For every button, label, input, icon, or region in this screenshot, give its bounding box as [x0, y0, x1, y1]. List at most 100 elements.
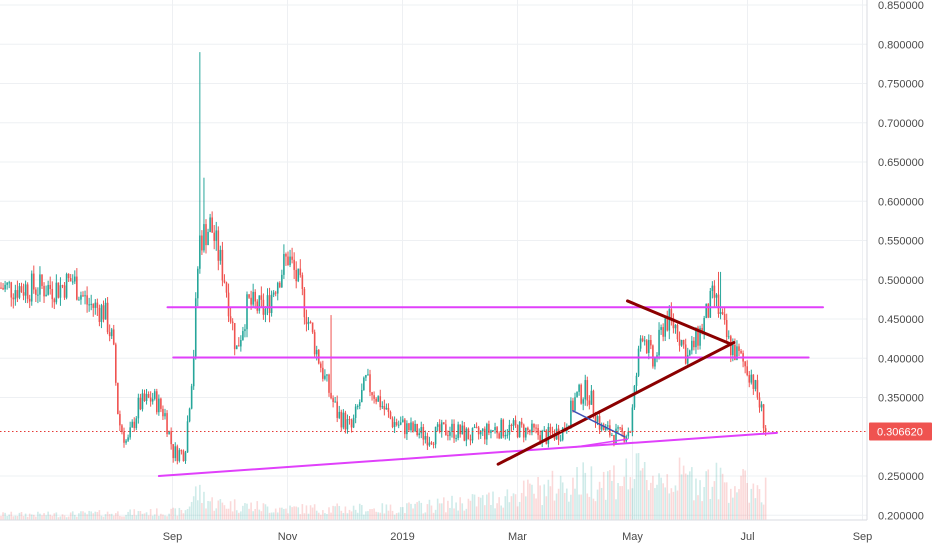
candle-body	[408, 423, 410, 431]
volume-bar	[176, 515, 179, 520]
volume-bar	[676, 490, 679, 520]
candle-body	[443, 422, 445, 425]
y-tick-label: 0.350000	[878, 393, 924, 405]
volume-bar	[393, 514, 396, 520]
candle-body	[375, 398, 377, 402]
candle-body	[176, 446, 179, 461]
volume-bar	[86, 514, 88, 520]
volume-bar	[553, 500, 556, 520]
candle-body	[475, 426, 478, 428]
volume-bar	[184, 510, 187, 520]
volume-bar	[293, 506, 295, 520]
volume-bar	[311, 507, 314, 520]
y-tick-label: 0.700000	[878, 118, 924, 130]
candle-body	[18, 286, 21, 298]
volume-bar	[59, 516, 62, 520]
volume-bar	[260, 511, 263, 520]
candle-body	[328, 374, 330, 393]
candle-body	[734, 344, 736, 360]
volume-bar	[180, 509, 183, 520]
volume-bar	[693, 500, 695, 520]
volume-bar	[504, 496, 507, 520]
candle-body	[619, 427, 621, 429]
candle-body	[522, 424, 525, 438]
small-wedge-upper[interactable]	[572, 410, 626, 438]
candle-body	[156, 391, 158, 413]
volume-bar	[346, 513, 349, 520]
volume-bar	[8, 514, 10, 520]
volume-bar	[320, 514, 322, 520]
volume-bar	[512, 493, 515, 520]
candle-body	[531, 423, 533, 433]
triangle-ascending-line[interactable]	[496, 341, 736, 466]
candle-body	[229, 316, 232, 322]
volume-bar	[20, 511, 23, 520]
x-tick-label: 2019	[390, 531, 414, 543]
candle-body	[520, 421, 523, 425]
volume-bar	[713, 481, 716, 520]
candle-body	[110, 329, 113, 337]
candle-body	[406, 423, 408, 435]
volume-bar	[317, 512, 320, 520]
candle-body	[412, 422, 414, 432]
price-axis[interactable]: 0.850000 0.800000 0.750000 0.700000 0.650000…	[866, 0, 924, 522]
volume-bar	[430, 505, 433, 520]
volume-bar	[467, 498, 470, 520]
volume-bar	[254, 508, 256, 520]
volume-bar	[37, 511, 39, 520]
time-axis[interactable]: Sep Nov 2019 Mar May Jul Sep	[0, 519, 872, 543]
volume-bar	[78, 513, 80, 520]
candle-body	[754, 380, 757, 389]
volume-bar	[43, 513, 45, 520]
candle-body	[518, 421, 521, 438]
volume-bar	[658, 473, 660, 520]
volume-bar	[762, 504, 765, 520]
support-trendline[interactable]	[157, 431, 778, 477]
candle-body	[303, 288, 306, 318]
candle-body	[233, 323, 236, 350]
volume-bar	[268, 512, 271, 520]
volume-bar	[6, 516, 8, 520]
candle-body	[498, 433, 500, 439]
candle-body	[96, 302, 99, 308]
volume-bar	[258, 509, 261, 520]
volume-bar	[141, 513, 144, 520]
volume-bar	[35, 516, 37, 520]
small-wedge-lower[interactable]	[575, 438, 629, 448]
candle-body	[529, 430, 531, 433]
triangle-descending-line[interactable]	[626, 299, 733, 346]
volume-bar	[28, 513, 31, 520]
candle-body	[609, 425, 611, 436]
candle-body	[342, 412, 345, 428]
volume-bar	[205, 508, 207, 520]
volume-bar	[168, 513, 170, 520]
candle-body	[235, 345, 238, 350]
volume-bar	[192, 496, 195, 520]
volume-bar	[371, 509, 373, 520]
candle-body	[607, 425, 609, 427]
volume-bar	[490, 505, 492, 520]
candle-body	[467, 428, 470, 440]
volume-bar	[754, 498, 757, 520]
volume-bar	[305, 505, 308, 520]
candle-body	[28, 298, 31, 302]
candle-body	[137, 397, 140, 419]
volume-bar	[12, 516, 15, 520]
volume-bar	[274, 508, 277, 520]
candle-body	[297, 268, 300, 282]
volume-bar	[229, 501, 232, 520]
candle-body	[590, 390, 593, 405]
volume-bar	[90, 511, 92, 520]
volume-bar	[334, 506, 336, 520]
volume-bar	[10, 511, 13, 520]
candle-body	[393, 422, 396, 427]
volume-bar	[522, 480, 525, 520]
candle-body	[346, 419, 349, 430]
volume-bar	[98, 510, 101, 520]
candle-body	[246, 294, 248, 330]
candle-body	[238, 345, 240, 347]
trend-drawings[interactable]	[157, 299, 824, 477]
volume-bar	[49, 514, 51, 520]
volume-bar	[412, 508, 414, 520]
